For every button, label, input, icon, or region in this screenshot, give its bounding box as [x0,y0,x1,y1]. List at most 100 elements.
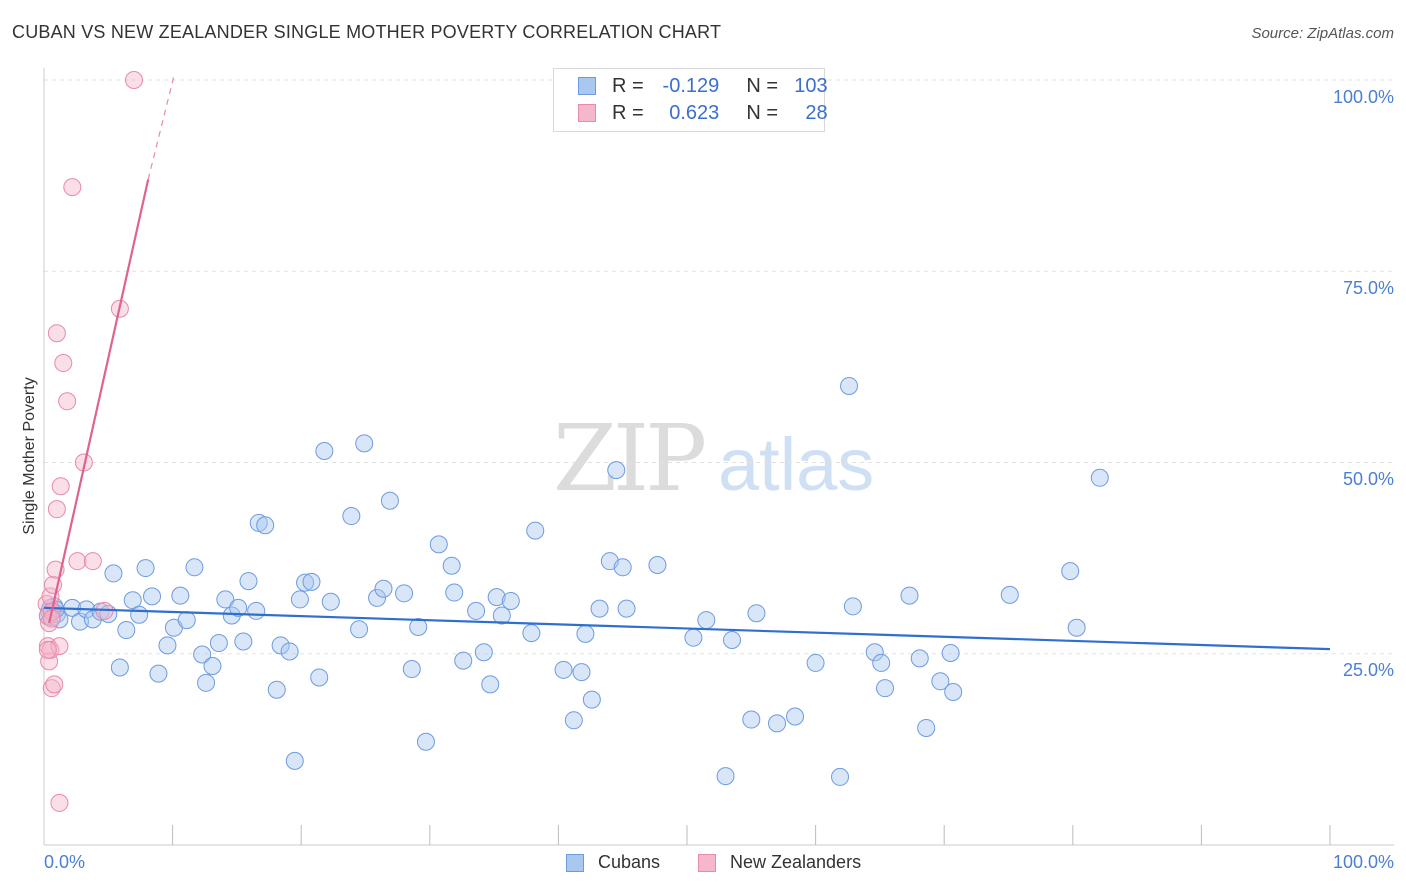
cubans-point-16 [117,621,136,640]
cubans-point-19 [136,559,155,578]
cubans-point-73 [572,663,591,682]
new-zealanders-point-25 [50,793,69,812]
cubans-point-28 [197,673,216,692]
cubans-point-69 [522,624,541,643]
legend-text-cubans: R = -0.129 N = 103 [612,75,828,97]
cubans-point-84 [716,767,735,786]
gridlines [44,79,1394,655]
cubans-point-68 [501,591,520,610]
cubans-point-51 [355,434,374,453]
cubans-point-76 [590,599,609,618]
cubans-point-52 [368,588,387,607]
cubans-point-26 [185,558,204,577]
cubans-point-97 [900,586,919,605]
cubans-point-46 [310,668,329,687]
cubans-point-21 [149,664,168,683]
cubans-point-39 [267,680,286,699]
cubans-point-50 [350,620,369,639]
source-label: Source: ZipAtlas.com [1251,25,1394,42]
cubans-point-24 [171,586,190,605]
cubans-point-83 [697,611,716,630]
cubans-point-38 [256,516,275,535]
cubans-point-47 [315,442,334,461]
cubans-point-81 [648,556,667,575]
cubans-point-104 [1061,562,1080,581]
cubans-point-30 [209,634,228,653]
cubans-point-74 [576,624,595,643]
cubans-point-18 [130,605,149,624]
cubans-point-100 [931,672,950,691]
cubans-point-63 [467,601,486,620]
cubans-point-22 [158,636,177,655]
cubans-points [38,377,1109,786]
cubans-point-79 [613,558,632,577]
new-zealanders-point-12 [47,500,66,519]
x-axis-ticks [172,825,1331,845]
new-zealanders-point-13 [47,324,66,343]
cubans-point-91 [831,767,850,786]
y-tick-label-75: 75.0% [1342,278,1394,298]
bottom-legend-label-new-zealanders: New Zealanders [730,852,862,872]
new-zealanders-point-19 [68,552,87,571]
cubans-point-103 [1000,585,1019,604]
cubans-point-99 [917,718,936,737]
cubans-point-90 [806,653,825,672]
new-zealanders-point-10 [45,675,64,694]
cubans-point-92 [840,377,859,395]
new-zealanders-point-15 [51,477,70,496]
cubans-point-67 [492,606,511,625]
cubans-point-27 [193,645,212,664]
new-zealanders-point-14 [50,637,69,656]
cubans-point-60 [442,556,461,575]
cubans-point-71 [554,660,573,679]
cubans-trend-line [43,606,1331,651]
new-zealanders-point-16 [54,354,73,373]
cubans-point-55 [395,584,414,603]
new-zealanders-point-21 [83,552,102,571]
cubans-point-56 [402,660,421,679]
cubans-point-88 [768,714,787,733]
new-zealanders-point-17 [58,392,77,411]
cubans-point-85 [723,630,742,649]
correlation-legend: R = -0.129 N = 103 R = 0.623 N = 28 [553,68,828,132]
cubans-point-72 [564,711,583,730]
cubans-point-96 [876,679,895,698]
cubans-point-42 [285,751,304,770]
cubans-point-98 [910,649,929,668]
new-zealanders-trend-extension [147,76,175,180]
bottom-legend-swatch-new-zealanders [698,854,716,872]
cubans-point-14 [104,564,123,583]
cubans-point-80 [617,599,636,618]
cubans-point-25 [177,611,196,630]
cubans-point-102 [944,683,963,701]
cubans-point-64 [474,643,493,662]
x-tick-label-max: 100.0% [1332,852,1394,872]
cubans-point-33 [229,598,248,617]
cubans-point-62 [454,651,473,670]
legend-swatch-cubans [578,77,596,95]
cubans-point-95 [872,653,891,672]
cubans-point-101 [941,643,960,662]
cubans-point-82 [684,628,703,647]
cubans-point-45 [302,572,321,591]
cubans-point-78 [607,461,626,480]
y-axis-label: Single Mother Poverty [21,377,38,535]
cubans-point-43 [290,590,309,609]
new-zealanders-point-26 [38,640,57,659]
cubans-point-70 [526,521,545,540]
cubans-point-75 [582,690,601,709]
cubans-point-65 [481,675,500,694]
cubans-point-41 [280,642,299,661]
cubans-point-105 [1067,618,1086,637]
cubans-point-34 [234,632,253,651]
cubans-point-31 [216,590,235,609]
cubans-point-89 [786,707,805,726]
cubans-point-94 [865,643,884,662]
bottom-legend-label-cubans: Cubans [598,852,661,872]
cubans-point-53 [374,579,393,598]
watermark-atlas: atlas [718,423,874,506]
cubans-point-44 [296,573,315,592]
new-zealanders-point-7 [40,652,59,671]
y-tick-label-100: 100.0% [1332,87,1394,107]
